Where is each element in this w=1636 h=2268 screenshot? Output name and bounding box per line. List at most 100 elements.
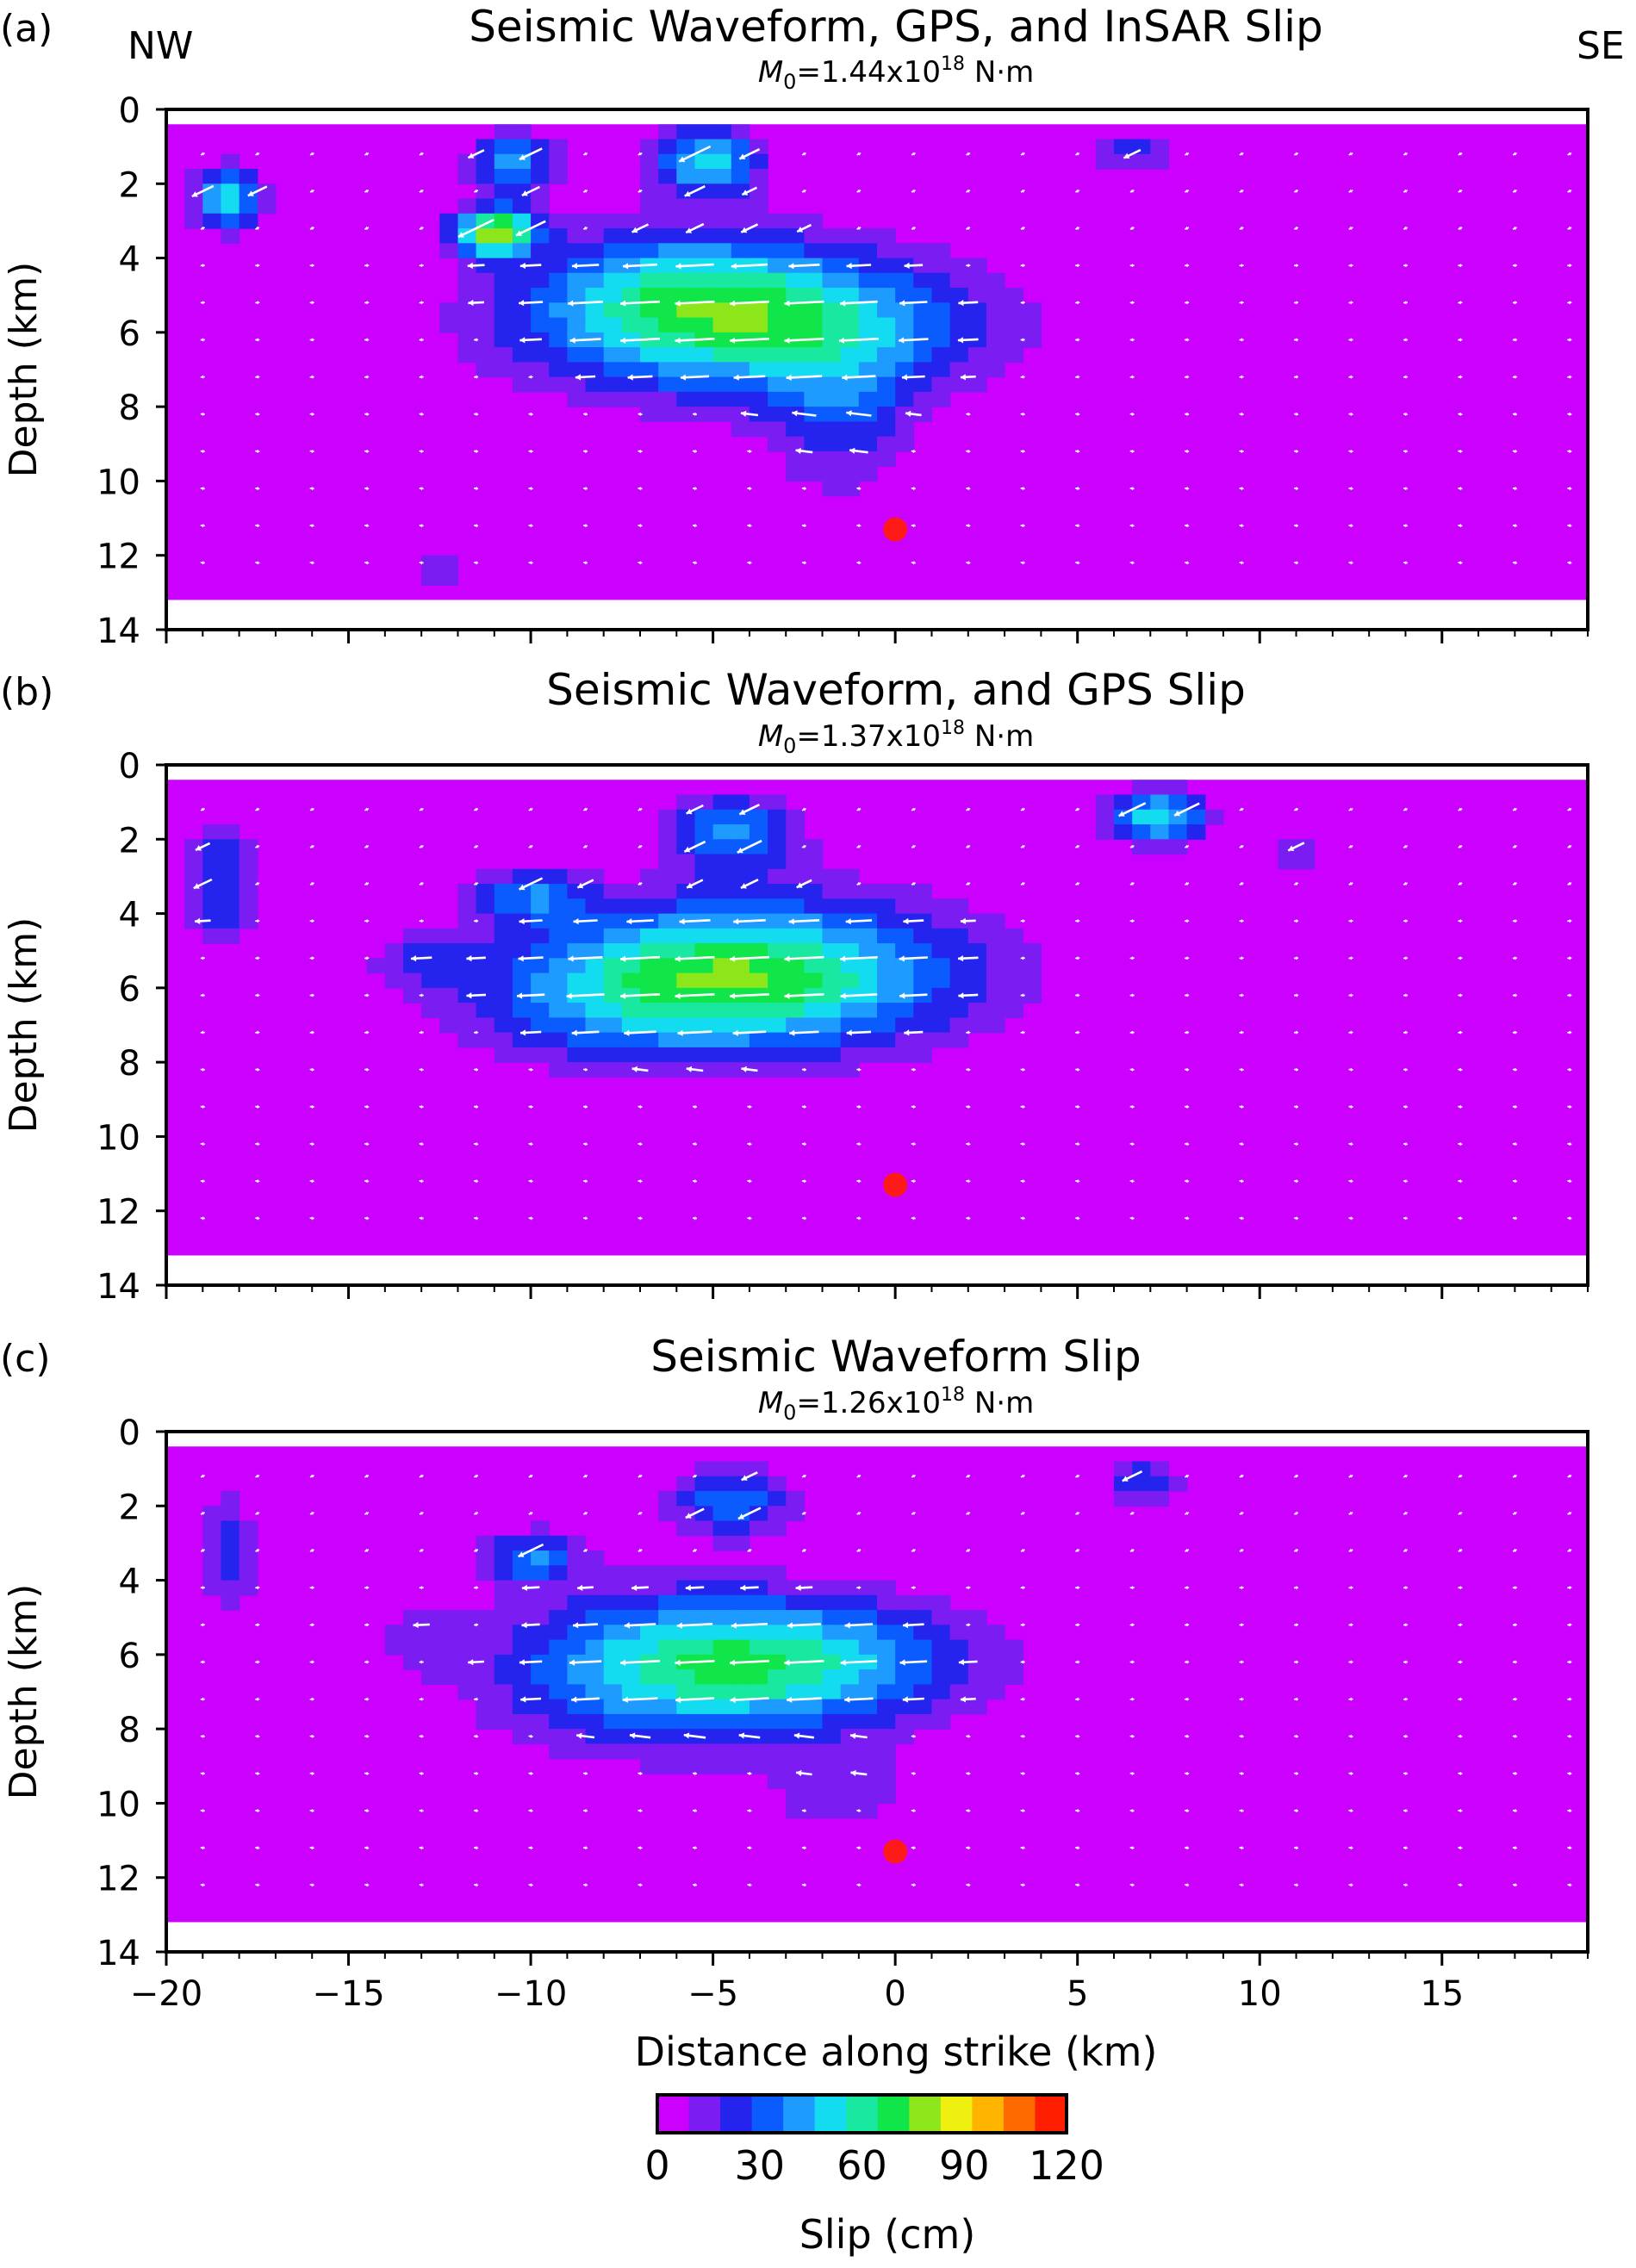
- slip-cell: [457, 972, 477, 989]
- slip-cell: [786, 1729, 805, 1744]
- slip-arrowhead: [795, 447, 801, 454]
- slip-cell: [640, 1565, 659, 1581]
- slip-cell: [822, 1062, 842, 1078]
- slip-arrow: [842, 375, 876, 379]
- slip-cell: [712, 139, 732, 155]
- slip-cell: [184, 913, 203, 929]
- slip-cell: [731, 1625, 750, 1641]
- slip-arrowhead: [1348, 487, 1353, 491]
- slip-cell: [421, 1003, 440, 1018]
- slip-cell: [858, 272, 878, 289]
- slip-cell: [585, 317, 605, 333]
- slip-arrowhead: [899, 955, 905, 962]
- slip-arrowhead: [1239, 1105, 1243, 1109]
- slip-cell: [749, 1684, 768, 1700]
- slip-arrowhead: [1567, 1734, 1571, 1738]
- slip-arrowhead: [1185, 1216, 1188, 1221]
- slip-arrowhead: [1403, 1660, 1407, 1664]
- slip-cell: [712, 884, 732, 899]
- slip-cell: [221, 1506, 240, 1522]
- slip-arrowhead: [1020, 1772, 1024, 1776]
- slip-arrowhead: [255, 1067, 258, 1072]
- slip-cell: [658, 198, 677, 214]
- slip-arrowhead: [1118, 811, 1125, 817]
- slip-arrowhead: [200, 1067, 204, 1072]
- slip-cell: [913, 884, 933, 899]
- slip-cell: [731, 824, 750, 840]
- slip-cell: [621, 898, 641, 915]
- slip-arrowhead: [1239, 993, 1243, 997]
- slip-arrowhead: [1185, 1179, 1188, 1184]
- slip-arrowhead: [309, 450, 314, 454]
- slip-cell: [658, 1654, 677, 1670]
- slip-cell: [877, 1699, 896, 1715]
- slip-arrowhead: [309, 1734, 314, 1738]
- slip-arrowhead: [1129, 189, 1134, 193]
- slip-arrow: [619, 993, 661, 997]
- slip-cell: [512, 943, 532, 959]
- slip-cell: [877, 958, 896, 974]
- slip-arrowhead: [638, 1883, 642, 1887]
- slip-cell: [658, 854, 677, 870]
- slip-cell: [786, 450, 805, 467]
- slip-cell: [676, 1713, 696, 1730]
- slip-cell: [658, 839, 677, 855]
- slip-arrowhead: [309, 1809, 314, 1813]
- slip-arrowhead: [1075, 226, 1079, 230]
- slip-cell: [931, 972, 951, 989]
- slip-cell: [640, 1032, 659, 1048]
- slip-cell: [1114, 1461, 1133, 1477]
- slip-cell: [202, 854, 222, 870]
- slip-cell: [549, 228, 568, 244]
- slip-cell: [494, 1669, 513, 1685]
- slip-cell: [804, 347, 824, 363]
- slip-arrowhead: [309, 1846, 314, 1850]
- slip-cell: [731, 1565, 750, 1581]
- slip-cell: [239, 898, 258, 915]
- slip-cell: [512, 228, 532, 244]
- slip-cell: [658, 272, 677, 289]
- slip-cell: [768, 1654, 787, 1670]
- slip-cell: [786, 436, 805, 452]
- slip-cell: [603, 1625, 623, 1641]
- slip-cell: [1114, 1476, 1133, 1492]
- slip-cell: [786, 288, 805, 303]
- slip-arrowhead: [747, 1142, 751, 1146]
- slip-cell: [439, 555, 459, 571]
- slip-arrowhead: [846, 1029, 852, 1036]
- slip-cell: [457, 1684, 477, 1700]
- slip-arrowhead: [1513, 881, 1517, 885]
- slip-arrowhead: [309, 487, 314, 491]
- slip-cell: [858, 1610, 878, 1625]
- slip-cell: [476, 1610, 495, 1625]
- slip-arrowhead: [1294, 1586, 1297, 1590]
- slip-cell: [895, 1610, 914, 1625]
- slip-cell: [658, 913, 677, 929]
- slip-arrowhead: [856, 1216, 860, 1221]
- slip-arrowhead: [1239, 1548, 1243, 1552]
- slip-cell: [731, 1491, 750, 1507]
- slip-cell: [858, 1743, 878, 1760]
- slip-arrowhead: [583, 152, 588, 156]
- slip-arrowhead: [693, 1142, 696, 1146]
- slip-cell: [822, 1699, 842, 1715]
- slip-cell: [786, 972, 805, 989]
- slip-arrowhead: [1129, 956, 1134, 960]
- slip-cell: [986, 1625, 1005, 1641]
- slip-cell: [749, 1047, 768, 1063]
- slip-arrowhead: [528, 1772, 532, 1776]
- slip-arrowhead: [966, 1846, 969, 1850]
- slip-cell: [512, 898, 532, 915]
- slip-cell: [640, 228, 659, 244]
- slip-arrowhead: [200, 487, 204, 491]
- slip-cell: [840, 1758, 860, 1774]
- slip-cell: [1150, 153, 1170, 170]
- slip-arrowhead: [638, 1216, 642, 1221]
- slip-arrowhead: [842, 374, 848, 381]
- slip-arrowhead: [1239, 264, 1243, 268]
- slip-arrowhead: [958, 955, 964, 962]
- slip-cell: [840, 1803, 860, 1819]
- slip-cell: [603, 1017, 623, 1034]
- slip-arrowhead: [1567, 1660, 1571, 1664]
- panel-c-heatmap: [166, 1446, 1588, 1923]
